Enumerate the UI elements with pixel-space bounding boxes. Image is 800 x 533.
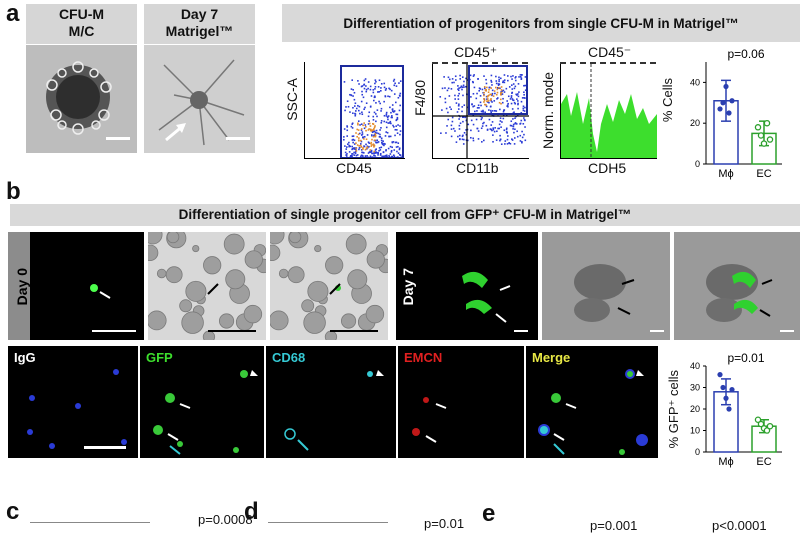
data-point: [758, 133, 763, 138]
day0-label: Day 0: [14, 268, 30, 305]
flow1-ylabel: SSC-A: [284, 78, 300, 121]
scale-bar: [106, 137, 130, 140]
day0-merge-image: [270, 232, 388, 340]
channel-igg-image: IgG: [8, 346, 138, 458]
data-point: [720, 100, 725, 105]
category-label: Mϕ: [718, 456, 733, 468]
img1-title-line1: CFU-M: [26, 6, 137, 23]
tick-label: 0: [695, 447, 700, 457]
bar-b-ylabel: % GFP⁺ cells: [666, 370, 681, 448]
panel-c-axis: [30, 522, 150, 523]
data-point: [729, 387, 734, 392]
channel-gfp-label: GFP: [146, 350, 173, 365]
panel-e-p2: p<0.0001: [712, 518, 767, 533]
category-label: Mϕ: [718, 168, 733, 180]
tick-label: 40: [690, 361, 700, 371]
category-label: EC: [756, 168, 771, 180]
data-point: [764, 121, 769, 126]
flow-plot-cd11b: [432, 64, 529, 159]
channel-cd68-image: CD68: [266, 346, 396, 458]
flow1-xlabel: CD45: [336, 160, 372, 176]
day0-gfp-image: [30, 232, 144, 340]
panel-c-letter: c: [6, 500, 19, 524]
img1-title-line2: M/C: [26, 23, 137, 40]
day7-matrigel-image: [144, 45, 255, 153]
flow2-xlabel: CD11b: [456, 160, 499, 176]
panel-d-axis: [268, 522, 388, 523]
hist-ylabel: Norm. mode: [540, 72, 556, 149]
day0-brightfield-image: [148, 232, 266, 340]
tick-label: 0: [695, 159, 700, 169]
panel-d-p: p=0.01: [424, 516, 464, 531]
bar-chart-a: 0 20 40 Mϕ EC p=0.06: [672, 44, 792, 186]
panel-b-banner: Differentiation of single progenitor cel…: [10, 204, 800, 226]
panel-e-p1: p=0.001: [590, 518, 637, 533]
img1-header: CFU-M M/C: [26, 4, 137, 44]
panel-b-letter: b: [6, 180, 21, 204]
data-point: [720, 385, 725, 390]
scale-bar: [208, 330, 256, 332]
data-point: [726, 406, 731, 411]
data-point: [755, 125, 760, 130]
channel-emcn-label: EMCN: [404, 350, 442, 365]
histogram-cdh5: [560, 64, 657, 159]
panel-a-banner: Differentiation of progenitors from sing…: [282, 4, 800, 42]
panel-d-letter: d: [244, 500, 259, 524]
flow2-ylabel: F4/80: [412, 80, 428, 116]
flow-plot-cd45: [304, 62, 405, 159]
panel-a-letter: a: [6, 2, 19, 26]
category-label: EC: [756, 456, 771, 468]
hist-top: CD45⁻: [588, 44, 631, 61]
img2-title-line2: Matrigel™: [144, 23, 255, 40]
img2-title-line1: Day 7: [144, 6, 255, 23]
tick-label: 20: [690, 404, 700, 414]
p-value: p=0.01: [727, 352, 764, 365]
data-point: [726, 110, 731, 115]
tick-label: 20: [690, 118, 700, 128]
scale-bar: [226, 137, 250, 140]
day7-merge-image: [674, 232, 800, 340]
flow2-top: CD45⁺: [454, 44, 497, 61]
channel-gfp-image: GFP: [140, 346, 264, 458]
data-point: [717, 372, 722, 377]
data-point: [767, 137, 772, 142]
arrow-icon: [208, 284, 218, 294]
channel-merge-label: Merge: [532, 350, 570, 365]
day7-gfp-image: Day 7: [396, 232, 538, 340]
day7-label: Day 7: [400, 268, 416, 305]
tick-label: 30: [690, 383, 700, 393]
bar-a-ylabel: % Cells: [660, 78, 675, 122]
data-point: [723, 396, 728, 401]
panel-e-letter: e: [482, 502, 495, 526]
hist-xlabel: CDH5: [588, 160, 626, 176]
img2-header: Day 7 Matrigel™: [144, 4, 255, 44]
channel-igg-label: IgG: [14, 350, 36, 365]
p-value: p=0.06: [727, 47, 764, 61]
day7-brightfield-image: [542, 232, 670, 340]
channel-cd68-label: CD68: [272, 350, 305, 365]
tick-label: 10: [690, 426, 700, 436]
data-point: [761, 141, 766, 146]
data-point: [717, 106, 722, 111]
bar-chart-b: 0 10 20 30 40 Mϕ EC p=0.01: [672, 352, 792, 478]
data-point: [767, 424, 772, 429]
data-point: [723, 84, 728, 89]
channel-emcn-image: EMCN: [398, 346, 524, 458]
channel-merge-image: Merge: [526, 346, 658, 458]
data-point: [729, 98, 734, 103]
tick-label: 40: [690, 77, 700, 87]
scale-bar: [330, 330, 378, 332]
scale-bar: [84, 446, 126, 449]
cfu-m-colony-image: [26, 45, 137, 153]
